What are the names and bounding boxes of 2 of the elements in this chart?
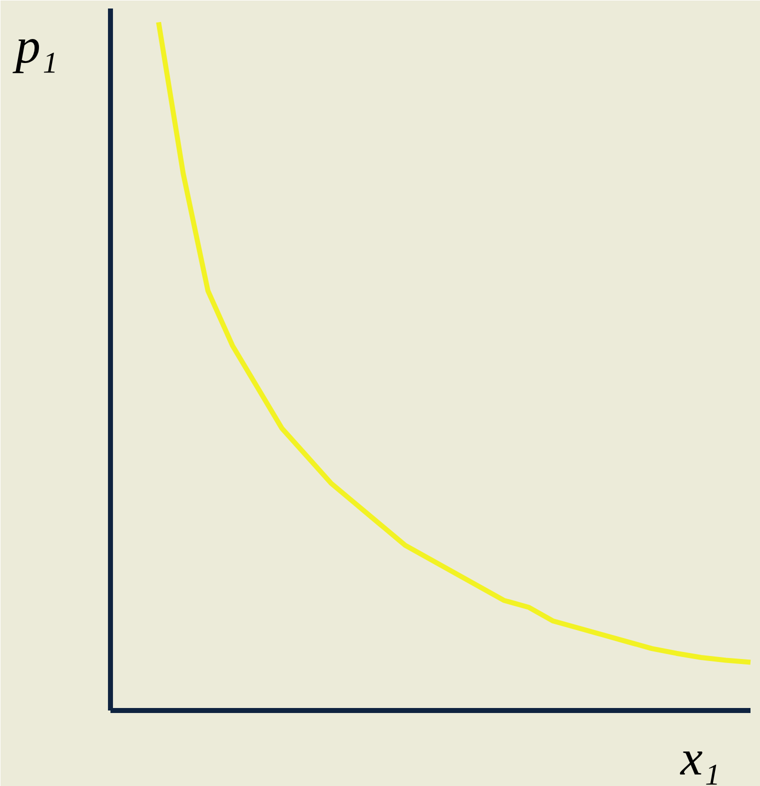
x-axis-title: x₁ <box>680 729 720 786</box>
y-axis-title: p₁ <box>12 18 58 74</box>
